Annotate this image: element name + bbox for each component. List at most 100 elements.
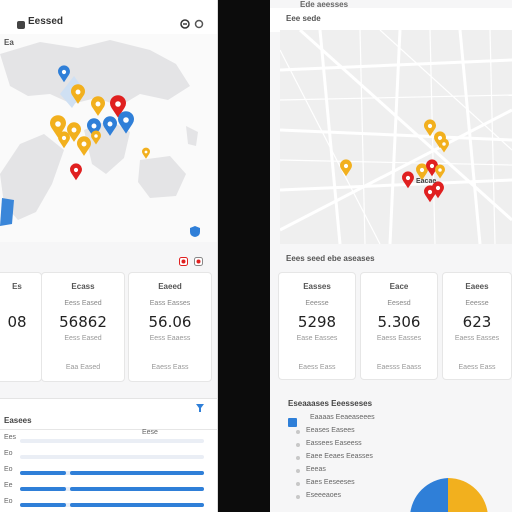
stat-card[interactable]: Eace Eesesd 5.306 Eaess Easses Eaesss Ea… bbox=[360, 272, 438, 380]
row-label: Eo bbox=[4, 450, 13, 457]
stat-card[interactable]: Ecass Eess Eased 56862 Eess Eased Eaa Ea… bbox=[41, 272, 125, 382]
bar-fill bbox=[70, 471, 204, 475]
shield-icon[interactable] bbox=[190, 224, 200, 242]
row-label: Eo bbox=[4, 466, 13, 473]
map-pin-icon[interactable] bbox=[71, 84, 85, 104]
table-row[interactable]: Ee bbox=[0, 481, 217, 495]
row-label: Eo bbox=[4, 498, 13, 505]
row-label: Ee bbox=[4, 482, 13, 489]
bullet-icon bbox=[296, 443, 300, 447]
stat-card[interactable]: Easses Eeesse 5298 Ease Easses Eaess Eas… bbox=[278, 272, 356, 380]
refresh-icon[interactable] bbox=[180, 16, 190, 34]
map-pin-icon[interactable] bbox=[117, 111, 134, 134]
table-row[interactable]: Eo bbox=[0, 449, 217, 463]
bullet-icon bbox=[296, 456, 300, 460]
settings-icon[interactable] bbox=[194, 16, 204, 34]
map-pin-icon[interactable] bbox=[432, 181, 444, 199]
map-tool-icon-grey[interactable] bbox=[194, 253, 203, 271]
row-label: Ees bbox=[4, 434, 17, 441]
map-pin-icon[interactable] bbox=[86, 118, 101, 138]
list-item-label: Eaaaas Eeaeaseees bbox=[310, 414, 375, 421]
row-value: Eese bbox=[142, 429, 158, 436]
app-logo-icon bbox=[16, 17, 26, 35]
stat-value: 5.306 bbox=[377, 313, 421, 331]
filter-icon[interactable] bbox=[196, 399, 204, 417]
list-item-label: Eseeeaoes bbox=[306, 492, 342, 499]
stat-card[interactable]: Eaeed Eass Easses 56.06 Eess Eaaess Eaes… bbox=[128, 272, 212, 382]
stat-value: 56.06 bbox=[148, 313, 192, 331]
pie-chart bbox=[398, 468, 498, 512]
stat-footnote: Eaess Easses bbox=[454, 335, 500, 342]
map-pin-icon[interactable] bbox=[416, 163, 428, 181]
map-pin-icon[interactable] bbox=[435, 164, 445, 179]
stat-value: 08 bbox=[7, 313, 27, 331]
category-icon bbox=[288, 414, 297, 432]
map-corner-label: Ea bbox=[4, 38, 14, 47]
right-title-bar: Eee sede bbox=[270, 8, 512, 32]
world-map[interactable]: Ea bbox=[0, 34, 217, 242]
stat-label: Eace bbox=[389, 282, 409, 291]
stat-footnote: Eess Eased bbox=[64, 335, 102, 342]
stat-card[interactable]: Es 08 bbox=[0, 272, 42, 382]
bar-fill bbox=[70, 503, 204, 507]
bullet-icon bbox=[296, 469, 300, 473]
right-dashboard-panel: Ede aeesses Eee sede bbox=[270, 0, 512, 512]
bar-fill bbox=[20, 471, 66, 475]
table-row[interactable]: Eo bbox=[0, 497, 217, 511]
map-section-title: Eees seed ebe aseases bbox=[286, 254, 375, 263]
bar-track bbox=[20, 439, 204, 443]
stat-subtitle: Eesesd bbox=[387, 300, 411, 307]
map-pin-icon[interactable] bbox=[70, 163, 83, 181]
stat-subtitle: Eeesse bbox=[465, 300, 489, 307]
map-pin-icon[interactable] bbox=[340, 159, 352, 177]
map-pin-icon[interactable] bbox=[91, 96, 106, 116]
bar-fill bbox=[20, 487, 66, 491]
map-title: Eee sede bbox=[286, 14, 321, 23]
category-list-section: Eseaaases Eeesseses Eaaaas Eeaeaseees Eea… bbox=[278, 392, 512, 512]
bar-fill bbox=[70, 487, 204, 491]
bar-list-section: Easees Ees Eese Eo Eo Ee Eo bbox=[0, 398, 217, 512]
bullet-icon bbox=[296, 495, 300, 499]
stat-label: Ecass bbox=[71, 282, 95, 291]
map-pin-icon[interactable] bbox=[103, 116, 118, 136]
map-pin-icon[interactable] bbox=[424, 185, 436, 203]
list-item-label: Eaes Eeseeses bbox=[306, 479, 355, 486]
stat-footnote-2: Eaa Eased bbox=[65, 364, 101, 371]
left-title-bar: Eessed bbox=[0, 0, 217, 34]
map-pin-icon[interactable] bbox=[142, 147, 150, 159]
map-pin-icon[interactable] bbox=[424, 119, 436, 137]
map-pin-icon[interactable] bbox=[58, 65, 71, 83]
stat-subtitle: Eeesse bbox=[305, 300, 329, 307]
map-pin-icon[interactable] bbox=[50, 115, 66, 138]
stat-label: Eaees bbox=[465, 282, 489, 291]
bar-fill bbox=[20, 503, 66, 507]
left-dashboard-title: Eessed bbox=[28, 16, 64, 27]
stat-label: Eaeed bbox=[158, 282, 182, 291]
map-pin-icon[interactable] bbox=[67, 122, 81, 142]
stat-footnote-2: Eaess Eass bbox=[151, 364, 189, 371]
stat-value: 623 bbox=[462, 313, 492, 331]
pin-cluster-label: Eacae bbox=[416, 178, 437, 185]
divider bbox=[0, 429, 217, 430]
map-pin-icon[interactable] bbox=[439, 138, 449, 153]
map-pin-icon[interactable] bbox=[91, 130, 102, 145]
stat-subtitle: Eess Eased bbox=[64, 300, 102, 307]
table-row[interactable]: Eo bbox=[0, 465, 217, 479]
stat-footnote-2: Eaess Eass bbox=[298, 364, 336, 371]
stat-footnote-2: Eaesss Eaass bbox=[376, 364, 422, 371]
map-pin-icon[interactable] bbox=[402, 171, 414, 189]
map-tool-icon-red[interactable] bbox=[179, 253, 188, 271]
stat-card[interactable]: Eaees Eeesse 623 Eaess Easses Eaess Eass bbox=[442, 272, 512, 380]
stat-value: 56862 bbox=[59, 313, 107, 331]
left-dashboard-panel: Eessed Ea Es 08 Ecass bbox=[0, 0, 218, 512]
map-pin-icon[interactable] bbox=[58, 131, 70, 149]
street-map[interactable]: Eacae bbox=[280, 30, 512, 244]
map-pin-icon[interactable] bbox=[110, 95, 126, 118]
stat-footnote: Ease Easses bbox=[296, 335, 338, 342]
map-pin-icon[interactable] bbox=[426, 159, 438, 177]
list-item-label: Eeases Easees bbox=[306, 427, 355, 434]
list-item-label: Eaee Eeaes Eeasses bbox=[306, 453, 373, 460]
map-pin-icon[interactable] bbox=[434, 131, 446, 149]
table-row[interactable]: Ees Eese bbox=[0, 429, 217, 447]
map-pin-icon[interactable] bbox=[77, 136, 91, 156]
